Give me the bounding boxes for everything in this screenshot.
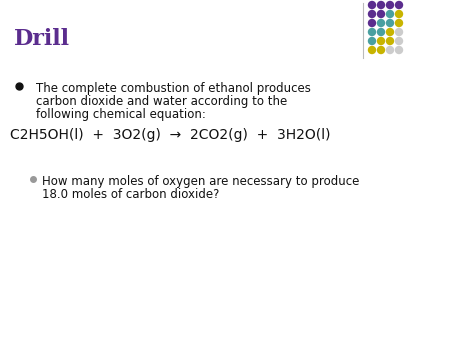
Circle shape xyxy=(387,28,393,35)
Circle shape xyxy=(387,38,393,45)
Circle shape xyxy=(369,28,375,35)
Circle shape xyxy=(378,1,384,8)
Circle shape xyxy=(396,47,402,53)
Text: Drill: Drill xyxy=(14,28,70,50)
Circle shape xyxy=(396,20,402,26)
Text: carbon dioxide and water according to the: carbon dioxide and water according to th… xyxy=(36,95,287,108)
Circle shape xyxy=(396,28,402,35)
Circle shape xyxy=(396,1,402,8)
Text: 18.0 moles of carbon dioxide?: 18.0 moles of carbon dioxide? xyxy=(42,188,220,201)
Circle shape xyxy=(369,38,375,45)
Circle shape xyxy=(396,10,402,18)
Circle shape xyxy=(378,28,384,35)
Circle shape xyxy=(369,1,375,8)
Circle shape xyxy=(396,38,402,45)
Circle shape xyxy=(378,38,384,45)
Circle shape xyxy=(387,47,393,53)
Circle shape xyxy=(369,47,375,53)
Circle shape xyxy=(387,1,393,8)
Text: following chemical equation:: following chemical equation: xyxy=(36,108,206,121)
Circle shape xyxy=(387,20,393,26)
Circle shape xyxy=(369,20,375,26)
Circle shape xyxy=(378,47,384,53)
Circle shape xyxy=(387,10,393,18)
Text: How many moles of oxygen are necessary to produce: How many moles of oxygen are necessary t… xyxy=(42,175,360,188)
Circle shape xyxy=(369,10,375,18)
Circle shape xyxy=(378,10,384,18)
Circle shape xyxy=(378,20,384,26)
Text: C2H5OH(l)  +  3O2(g)  →  2CO2(g)  +  3H2O(l): C2H5OH(l) + 3O2(g) → 2CO2(g) + 3H2O(l) xyxy=(10,128,330,142)
Text: The complete combustion of ethanol produces: The complete combustion of ethanol produ… xyxy=(36,82,311,95)
